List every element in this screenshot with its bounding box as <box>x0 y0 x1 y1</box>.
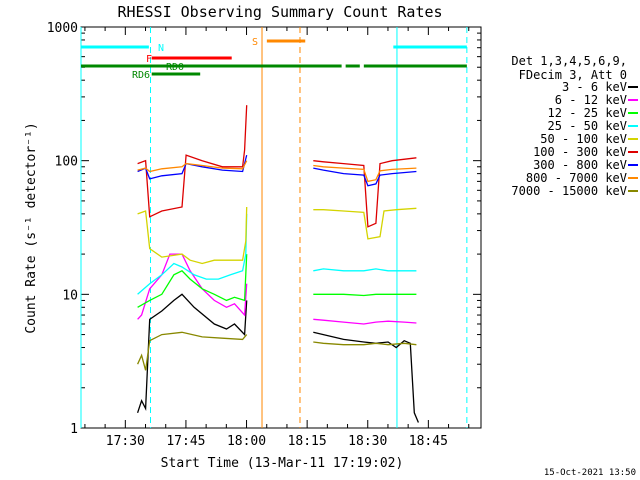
footer-timestamp: 15-Oct-2021 13:50 <box>544 468 636 478</box>
state-bar-label: S <box>252 37 258 48</box>
series-line <box>137 105 248 218</box>
state-bar-label: RD6 <box>132 70 150 81</box>
series-line <box>137 254 248 308</box>
series-line <box>313 331 419 423</box>
series-line <box>137 253 248 320</box>
series-line <box>313 341 417 346</box>
chart-title: RHESSI Observing Summary Count Rates <box>117 3 442 21</box>
x-tick-label: 17:30 <box>106 434 145 449</box>
legend-entry: 7000 - 15000 keV <box>511 184 627 198</box>
series-line <box>137 160 248 173</box>
plot-frame <box>80 26 482 429</box>
legend-entry: 12 - 25 keV <box>548 106 627 120</box>
series-line <box>313 167 417 187</box>
y-tick-label: 100 <box>55 155 78 170</box>
decimation-info: FDecim 3, Att 0 <box>519 68 627 82</box>
legend-entry: 3 - 6 keV <box>562 80 627 94</box>
x-tick-label: 18:45 <box>409 434 448 449</box>
series-line <box>313 268 417 272</box>
series-line <box>313 207 417 240</box>
y-tick-label: 1 <box>70 422 78 437</box>
x-tick-label: 17:45 <box>166 434 205 449</box>
legend-entry: 100 - 300 keV <box>533 145 627 159</box>
legend-entry: 25 - 50 keV <box>548 119 627 133</box>
plot-area: 1 10 100 1000 17:30 17:45 18:00 18:15 18:30 18:45… <box>47 21 482 449</box>
state-bar-label: N <box>158 43 164 54</box>
state-bar-label: RDO <box>166 62 184 73</box>
state-bar-label: F <box>146 54 152 65</box>
detector-info: Det 1,3,4,5,6,9, <box>511 54 627 68</box>
legend-entry: 6 - 12 keV <box>555 93 627 107</box>
series-line <box>136 293 248 414</box>
series-line <box>313 164 417 183</box>
y-tick-label: 1000 <box>47 21 78 36</box>
x-tick-label: 18:00 <box>227 434 266 449</box>
series-line <box>313 157 417 228</box>
x-axis-label: Start Time (13-Mar-11 17:19:02) <box>161 456 404 471</box>
legend-entry: 50 - 100 keV <box>540 132 627 146</box>
x-tick-label: 18:30 <box>348 434 387 449</box>
legend-entry: 800 - 7000 keV <box>526 171 627 185</box>
x-tick-label: 18:15 <box>288 434 327 449</box>
series-line <box>137 213 248 295</box>
y-tick-label: 10 <box>62 288 78 303</box>
series-line <box>137 206 248 265</box>
series-line <box>137 331 248 371</box>
series-line <box>313 318 417 325</box>
series-line <box>313 293 417 297</box>
y-axis-label: Count Rate (s⁻¹ detector⁻¹) <box>24 122 39 333</box>
series-line <box>137 154 248 180</box>
legend: Det 1,3,4,5,6,9, FDecim 3, Att 0 3 - 6 k… <box>511 54 638 198</box>
legend-entry: 300 - 800 keV <box>533 158 627 172</box>
